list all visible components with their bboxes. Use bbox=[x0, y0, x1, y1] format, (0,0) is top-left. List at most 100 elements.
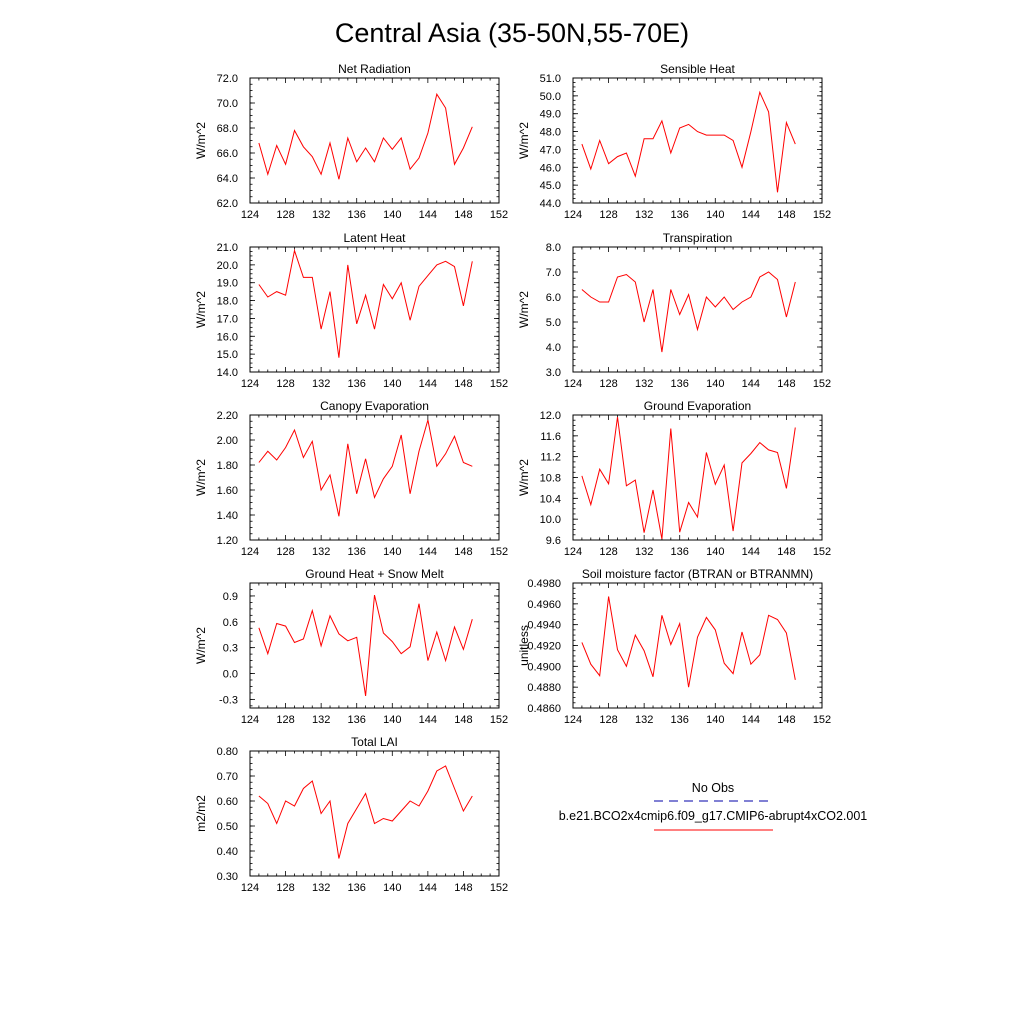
y-tick-label: 11.6 bbox=[540, 431, 561, 443]
panel-8: Total LAI m2/m2 124 128 132 136 140 144 148 152 0.… bbox=[194, 735, 508, 894]
x-tick-label: 144 bbox=[419, 209, 437, 221]
series-line bbox=[258, 92, 473, 180]
y-tick-label: 18.0 bbox=[217, 296, 238, 308]
series-line bbox=[581, 90, 796, 193]
x-tick-label: 128 bbox=[599, 546, 617, 558]
x-tick-label: 136 bbox=[348, 209, 366, 221]
y-tick-label: -0.3 bbox=[219, 694, 238, 706]
x-tick-label: 152 bbox=[490, 546, 508, 558]
y-tick-label: 0.0 bbox=[223, 669, 238, 681]
x-tick-label: 148 bbox=[777, 378, 795, 390]
y-axis-label: m2/m2 bbox=[194, 795, 208, 832]
y-tick-label: 70.0 bbox=[217, 98, 238, 110]
y-axis-label: W/m^2 bbox=[517, 291, 531, 328]
y-axis-label: W/m^2 bbox=[194, 459, 208, 496]
y-axis-label: unitless bbox=[517, 625, 531, 666]
x-tick-label: 124 bbox=[564, 714, 582, 726]
y-tick-label: 2.20 bbox=[217, 410, 238, 422]
x-tick-label: 144 bbox=[742, 714, 760, 726]
y-tick-label: 20.0 bbox=[217, 260, 238, 272]
x-tick-label: 132 bbox=[635, 546, 653, 558]
y-tick-label: 16.0 bbox=[217, 331, 238, 343]
y-tick-label: 4.0 bbox=[546, 342, 561, 354]
x-tick-label: 140 bbox=[706, 378, 724, 390]
y-tick-label: 68.0 bbox=[217, 123, 238, 135]
panel-title: Soil moisture factor (BTRAN or BTRANMN) bbox=[582, 567, 813, 581]
x-tick-label: 152 bbox=[490, 209, 508, 221]
x-tick-label: 132 bbox=[635, 209, 653, 221]
x-tick-label: 136 bbox=[671, 378, 689, 390]
y-tick-label: 72.0 bbox=[217, 73, 238, 85]
y-tick-label: 0.80 bbox=[217, 746, 238, 758]
x-tick-label: 128 bbox=[276, 209, 294, 221]
y-tick-label: 0.4940 bbox=[527, 620, 561, 632]
x-tick-label: 140 bbox=[383, 546, 401, 558]
x-tick-label: 152 bbox=[490, 378, 508, 390]
legend-label-1: b.e21.BCO2x4cmip6.f09_g17.CMIP6-abrupt4x… bbox=[559, 809, 868, 823]
y-tick-label: 0.9 bbox=[223, 591, 238, 603]
series-line bbox=[258, 419, 473, 517]
x-tick-label: 132 bbox=[635, 378, 653, 390]
y-tick-label: 12.0 bbox=[540, 410, 561, 422]
legend: No Obs b.e21.BCO2x4cmip6.f09_g17.CMIP6-a… bbox=[559, 781, 868, 831]
y-tick-label: 0.4880 bbox=[527, 682, 561, 694]
panel-3: Transpiration W/m^2 124 128 132 136 140 144 148 1… bbox=[517, 231, 831, 390]
x-tick-label: 132 bbox=[312, 209, 330, 221]
x-tick-label: 128 bbox=[276, 714, 294, 726]
y-tick-label: 45.0 bbox=[540, 180, 561, 192]
y-tick-label: 49.0 bbox=[540, 109, 561, 121]
x-tick-label: 144 bbox=[742, 209, 760, 221]
x-tick-label: 144 bbox=[742, 378, 760, 390]
y-tick-label: 0.4920 bbox=[527, 641, 561, 653]
y-tick-label: 17.0 bbox=[217, 313, 238, 325]
y-tick-label: 50.0 bbox=[540, 91, 561, 103]
y-tick-label: 47.0 bbox=[540, 144, 561, 156]
x-tick-label: 136 bbox=[348, 378, 366, 390]
y-tick-label: 44.0 bbox=[540, 198, 561, 210]
x-tick-label: 140 bbox=[383, 209, 401, 221]
x-tick-label: 152 bbox=[490, 882, 508, 894]
x-tick-label: 148 bbox=[454, 378, 472, 390]
x-tick-label: 124 bbox=[241, 882, 259, 894]
y-tick-label: 8.0 bbox=[546, 242, 561, 254]
y-tick-label: 15.0 bbox=[217, 349, 238, 361]
x-tick-label: 140 bbox=[383, 714, 401, 726]
y-tick-label: 0.3 bbox=[223, 643, 238, 655]
x-tick-label: 132 bbox=[312, 882, 330, 894]
y-axis-label: W/m^2 bbox=[194, 122, 208, 159]
series-line bbox=[581, 271, 796, 353]
y-tick-label: 0.70 bbox=[217, 771, 238, 783]
y-axis-label: W/m^2 bbox=[194, 627, 208, 664]
x-tick-label: 136 bbox=[671, 209, 689, 221]
x-tick-label: 124 bbox=[564, 378, 582, 390]
x-tick-label: 136 bbox=[348, 546, 366, 558]
x-tick-label: 152 bbox=[813, 378, 831, 390]
x-tick-label: 124 bbox=[241, 209, 259, 221]
x-tick-label: 148 bbox=[454, 882, 472, 894]
x-tick-label: 148 bbox=[454, 546, 472, 558]
y-tick-label: 2.00 bbox=[217, 435, 238, 447]
x-tick-label: 124 bbox=[564, 209, 582, 221]
series-line bbox=[258, 248, 473, 358]
x-tick-label: 124 bbox=[241, 546, 259, 558]
x-tick-label: 132 bbox=[635, 714, 653, 726]
x-tick-label: 140 bbox=[706, 714, 724, 726]
y-tick-label: 1.40 bbox=[217, 510, 238, 522]
x-tick-label: 128 bbox=[276, 882, 294, 894]
y-tick-label: 51.0 bbox=[540, 73, 561, 85]
panel-4: Canopy Evaporation W/m^2 124 128 132 136 140 14… bbox=[194, 399, 508, 558]
legend-label-0: No Obs bbox=[692, 781, 734, 795]
x-tick-label: 136 bbox=[348, 882, 366, 894]
x-tick-label: 148 bbox=[454, 209, 472, 221]
plot-frame bbox=[572, 77, 823, 204]
x-tick-label: 148 bbox=[777, 209, 795, 221]
y-tick-label: 0.30 bbox=[217, 871, 238, 883]
y-tick-label: 0.6 bbox=[223, 617, 238, 629]
panel-title: Sensible Heat bbox=[660, 62, 735, 76]
x-tick-label: 128 bbox=[276, 546, 294, 558]
x-tick-label: 152 bbox=[813, 546, 831, 558]
plot-frame bbox=[572, 414, 823, 541]
y-tick-label: 62.0 bbox=[217, 198, 238, 210]
x-tick-label: 148 bbox=[454, 714, 472, 726]
